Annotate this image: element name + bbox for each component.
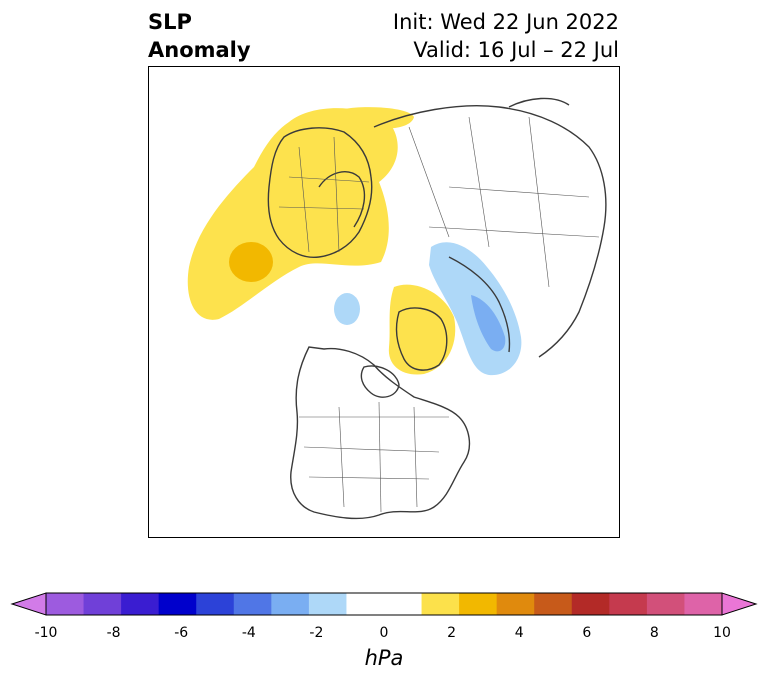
colorbar-tick-label: 6 — [582, 625, 592, 641]
coastlines — [267, 97, 607, 520]
anomaly-greenland-positive — [388, 284, 456, 375]
colorbar-tick-label: 4 — [514, 625, 524, 641]
colorbar-unit: hPa — [364, 646, 404, 670]
colorbar-extend-low — [10, 592, 47, 616]
colorbar-tick-label: 2 — [447, 625, 457, 641]
anomaly-region-2to3 — [229, 242, 273, 282]
title-variable-type: Anomaly — [148, 38, 251, 62]
colorbar-segment — [496, 593, 535, 615]
colorbar-tick-label: 0 — [379, 625, 389, 641]
colorbar-segment — [459, 593, 498, 615]
colorbar-segment — [571, 593, 610, 615]
anomaly-europe-positive — [187, 107, 414, 320]
colorbar-segment — [233, 593, 272, 615]
colorbar-tick-label: 8 — [649, 625, 659, 641]
colorbar-segment — [121, 593, 160, 615]
colorbar — [10, 592, 758, 616]
colorbar-segment — [346, 593, 385, 615]
title-variable: SLP — [148, 10, 192, 34]
colorbar-frame — [45, 592, 723, 616]
colorbar-segment — [384, 593, 423, 615]
colorbar-segment — [196, 593, 235, 615]
colorbar-segment — [684, 593, 723, 615]
colorbar-tick-label: 10 — [713, 625, 731, 641]
title-right: Init: Wed 22 Jun 2022 Valid: 16 Jul – 22… — [393, 8, 619, 64]
colorbar-segment — [46, 593, 85, 615]
anomaly-region-1to2-north — [344, 107, 414, 129]
anomaly-beaufort-negative — [334, 293, 360, 325]
colorbar-extend-high — [721, 592, 758, 616]
colorbar-tick-label: -6 — [174, 625, 189, 641]
colorbar-segment — [534, 593, 573, 615]
title-left: SLP Anomaly — [148, 8, 251, 64]
political-borders — [278, 116, 600, 513]
anomaly-siberia-negative — [429, 242, 522, 376]
map-svg — [187, 97, 607, 520]
colorbar-tick-label: -2 — [309, 625, 324, 641]
anomaly-region-neg2to3 — [471, 295, 506, 352]
colorbar-segment — [421, 593, 460, 615]
colorbar-segment — [609, 593, 648, 615]
colorbar-segment — [308, 593, 347, 615]
colorbar-tick-label: -8 — [106, 625, 121, 641]
map-frame — [148, 66, 620, 538]
init-date: Init: Wed 22 Jun 2022 — [392, 10, 619, 34]
colorbar-tick-label: -4 — [241, 625, 256, 641]
colorbar-segment — [83, 593, 122, 615]
colorbar-segments — [46, 593, 723, 615]
valid-range: Valid: 16 Jul – 22 Jul — [413, 38, 619, 62]
colorbar-segment — [646, 593, 685, 615]
colorbar-segment — [158, 593, 197, 615]
colorbar-segment — [271, 593, 310, 615]
colorbar-tick-label: -10 — [34, 625, 58, 641]
